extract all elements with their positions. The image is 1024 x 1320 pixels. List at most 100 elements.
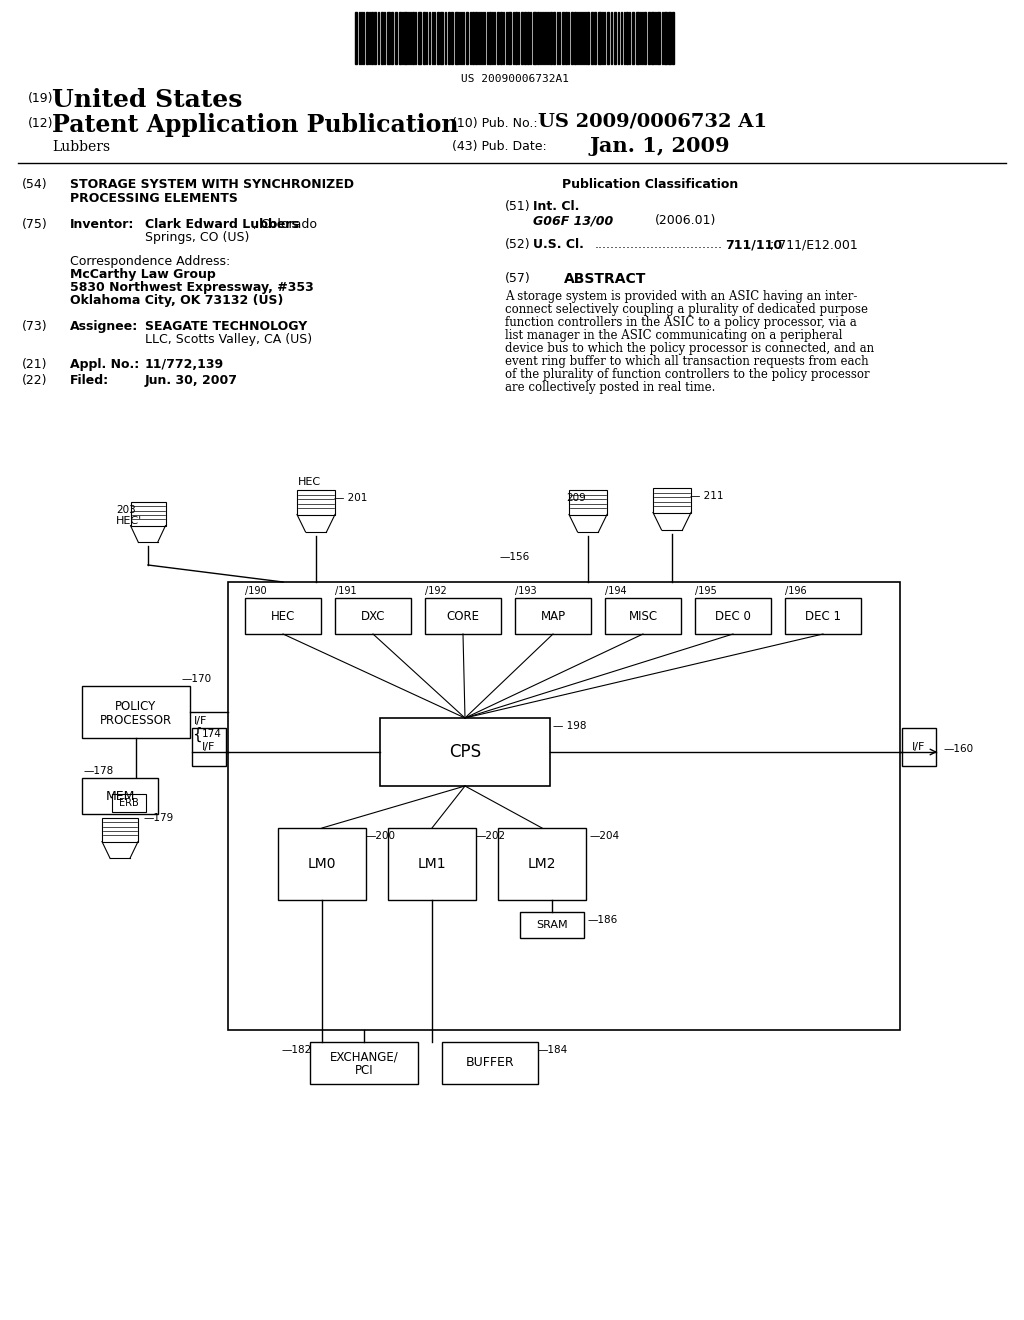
Bar	[605, 598, 681, 634]
Bar	[387, 12, 390, 63]
Bar	[657, 12, 660, 63]
Bar	[297, 490, 335, 515]
Text: {: {	[193, 726, 202, 742]
Bar	[449, 12, 450, 63]
Text: DEC 1: DEC 1	[805, 610, 841, 623]
Text: MISC: MISC	[629, 610, 657, 623]
Bar	[391, 12, 393, 63]
Text: BUFFER: BUFFER	[466, 1056, 514, 1069]
Bar	[644, 12, 646, 63]
Bar	[399, 12, 401, 63]
Text: EXCHANGE/: EXCHANGE/	[330, 1051, 398, 1064]
Text: Clark Edward Lubbers: Clark Edward Lubbers	[145, 218, 299, 231]
Bar	[515, 12, 517, 63]
Text: Springs, CO (US): Springs, CO (US)	[145, 231, 250, 244]
Text: (12): (12)	[28, 117, 53, 129]
Text: 11/772,139: 11/772,139	[145, 358, 224, 371]
Text: POLICY: POLICY	[116, 701, 157, 714]
Bar	[636, 12, 639, 63]
Text: SRAM: SRAM	[537, 920, 568, 931]
Bar	[587, 12, 589, 63]
Bar	[653, 488, 691, 512]
Text: (19): (19)	[28, 92, 53, 106]
Text: —179: —179	[143, 813, 173, 822]
Bar	[651, 12, 654, 63]
Bar	[475, 12, 477, 63]
Text: Jun. 30, 2007: Jun. 30, 2007	[145, 374, 238, 387]
Text: MEM: MEM	[105, 789, 135, 803]
Text: function controllers in the ASIC to a policy processor, via a: function controllers in the ASIC to a po…	[505, 315, 857, 329]
Text: 711/110: 711/110	[725, 238, 782, 251]
Text: U.S. Cl.: U.S. Cl.	[534, 238, 584, 251]
Text: G06F 13/00: G06F 13/00	[534, 214, 613, 227]
Text: device bus to which the policy processor is connected, and an: device bus to which the policy processor…	[505, 342, 874, 355]
Text: I/F: I/F	[912, 742, 926, 752]
Text: Assignee:: Assignee:	[70, 319, 138, 333]
Text: (54): (54)	[22, 178, 48, 191]
Text: Int. Cl.: Int. Cl.	[534, 201, 580, 213]
Text: CPS: CPS	[449, 743, 481, 762]
Text: /195: /195	[695, 586, 717, 597]
Text: Correspondence Address:: Correspondence Address:	[70, 255, 230, 268]
Text: STORAGE SYSTEM WITH SYNCHRONIZED: STORAGE SYSTEM WITH SYNCHRONIZED	[70, 178, 354, 191]
Text: —184: —184	[538, 1045, 568, 1055]
Text: PROCESSING ELEMENTS: PROCESSING ELEMENTS	[70, 191, 238, 205]
Bar	[380, 718, 550, 785]
Text: Filed:: Filed:	[70, 374, 110, 387]
Text: SEAGATE TECHNOLOGY: SEAGATE TECHNOLOGY	[145, 319, 307, 333]
Bar	[550, 12, 552, 63]
Bar	[472, 12, 474, 63]
Bar	[374, 12, 376, 63]
Bar	[388, 828, 476, 900]
Text: Oklahoma City, OK 73132 (US): Oklahoma City, OK 73132 (US)	[70, 294, 284, 308]
Bar	[455, 12, 458, 63]
Text: of the plurality of function controllers to the policy processor: of the plurality of function controllers…	[505, 368, 869, 381]
Text: Lubbers: Lubbers	[52, 140, 111, 154]
Bar	[571, 12, 573, 63]
Text: connect selectively coupling a plurality of dedicated purpose: connect selectively coupling a plurality…	[505, 304, 868, 315]
Text: —202: —202	[476, 832, 506, 841]
Text: list manager in the ASIC communicating on a peripheral: list manager in the ASIC communicating o…	[505, 329, 843, 342]
Text: — 198: — 198	[553, 721, 587, 731]
Text: —170: —170	[182, 675, 212, 684]
Bar	[695, 598, 771, 634]
Bar	[102, 818, 138, 842]
Text: PCI: PCI	[354, 1064, 374, 1077]
Text: — 211: — 211	[690, 491, 724, 502]
Bar	[371, 12, 373, 63]
Text: /194: /194	[605, 586, 627, 597]
Text: I/F: I/F	[194, 715, 208, 726]
Text: HEC': HEC'	[116, 516, 142, 525]
Bar	[412, 12, 414, 63]
Bar	[668, 12, 671, 63]
Bar	[521, 12, 523, 63]
Text: ................................: ................................	[595, 238, 723, 251]
Text: US 2009/0006732 A1: US 2009/0006732 A1	[538, 114, 767, 131]
Text: McCarthy Law Group: McCarthy Law Group	[70, 268, 216, 281]
Text: Appl. No.:: Appl. No.:	[70, 358, 139, 371]
Text: 209: 209	[566, 492, 586, 503]
Text: Inventor:: Inventor:	[70, 218, 134, 231]
Bar	[440, 12, 443, 63]
Text: United States: United States	[52, 88, 243, 112]
Text: (2006.01): (2006.01)	[655, 214, 717, 227]
Text: —156: —156	[500, 552, 530, 562]
Text: LM0: LM0	[308, 857, 336, 871]
Text: A storage system is provided with an ASIC having an inter-: A storage system is provided with an ASI…	[505, 290, 857, 304]
Bar	[553, 12, 555, 63]
Bar	[437, 12, 439, 63]
Bar	[193, 729, 226, 766]
Bar	[466, 12, 468, 63]
Text: — 201: — 201	[334, 492, 368, 503]
Bar	[508, 12, 511, 63]
Text: 174: 174	[202, 729, 222, 739]
Text: I/F: I/F	[203, 742, 216, 752]
Text: US 20090006732A1: US 20090006732A1	[461, 74, 569, 84]
Bar	[442, 1041, 538, 1084]
Bar	[648, 12, 650, 63]
Text: —178: —178	[84, 766, 115, 776]
Bar	[355, 12, 357, 63]
Text: /193: /193	[515, 586, 537, 597]
Bar	[524, 12, 526, 63]
Bar	[112, 795, 146, 812]
